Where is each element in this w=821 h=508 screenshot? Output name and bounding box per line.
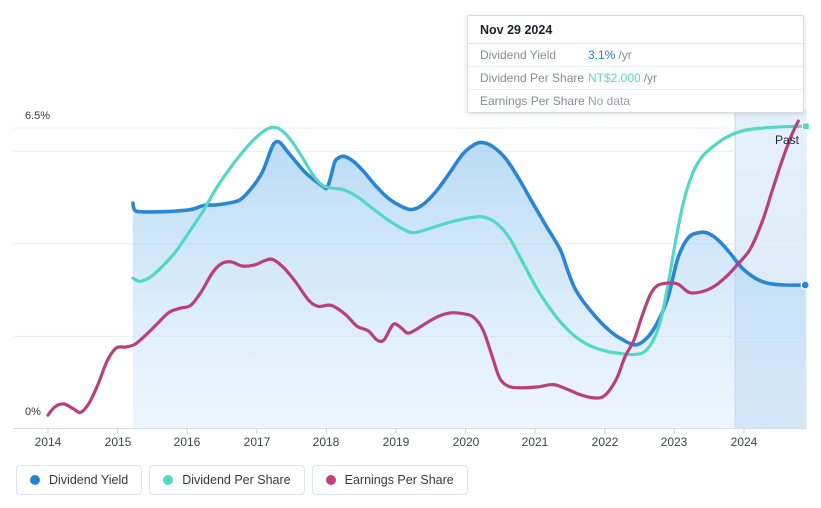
x-tick-label: 2024	[730, 435, 758, 449]
tooltip-date: Nov 29 2024	[468, 16, 803, 44]
tooltip-row-unit: /yr	[618, 48, 632, 62]
legend-item-dividend-per-share[interactable]: Dividend Per Share	[149, 465, 305, 495]
x-tick-label: 2023	[660, 435, 688, 449]
legend-dot	[30, 475, 40, 485]
tooltip-row: Dividend Per Share NT$2.000/yr	[468, 66, 803, 89]
legend-item-earnings-per-share[interactable]: Earnings Per Share	[311, 465, 468, 495]
x-tick-label: 2016	[173, 435, 201, 449]
series-line	[131, 124, 808, 357]
legend-label: Dividend Per Share	[182, 473, 291, 487]
past-band-label: Past	[774, 133, 799, 147]
x-tick-label: 2018	[312, 435, 340, 449]
x-tick-label: 2014	[34, 435, 62, 449]
x-tick-label: 2020	[452, 435, 480, 449]
tooltip-rows: Dividend Yield 3.1%/yr Dividend Per Share N…	[468, 44, 803, 112]
tooltip-row: Dividend Yield 3.1%/yr	[468, 44, 803, 66]
legend-item-dividend-yield[interactable]: Dividend Yield	[16, 465, 143, 495]
legend-label: Earnings Per Share	[344, 473, 454, 487]
legend-dot	[163, 475, 174, 485]
tooltip-row-value: 3.1%	[588, 48, 616, 62]
x-tick-label: 2019	[382, 435, 410, 449]
tooltip-row-value: No data	[588, 94, 631, 108]
chart-legend: Dividend Yield Dividend Per Share Earnings…	[16, 465, 468, 495]
chart-tooltip: Nov 29 2024 Dividend Yield 3.1%/yr Dividen…	[467, 15, 804, 113]
series-line	[131, 139, 807, 347]
tooltip-row-unit: /yr	[643, 71, 658, 85]
tooltip-row-label: Dividend Yield	[480, 48, 557, 62]
series-line	[46, 119, 800, 417]
x-tick-label: 2022	[591, 435, 619, 449]
yield-area-fill	[132, 141, 806, 430]
y-axis-min-label: 0%	[25, 406, 41, 418]
legend-dot	[325, 475, 336, 485]
chart-canvas[interactable]	[0, 0, 821, 460]
y-axis-max-label: 6.5%	[25, 110, 51, 122]
x-tick-label: 2021	[521, 435, 549, 449]
series-end-marker	[800, 280, 810, 290]
legend-label: Dividend Yield	[49, 473, 129, 487]
tooltip-row-label: Earnings Per Share	[480, 94, 585, 108]
tooltip-row: Earnings Per Share No data	[468, 89, 803, 112]
tooltip-row-value: NT$2.000	[588, 71, 641, 85]
x-tick-label: 2015	[104, 435, 132, 449]
series-end-marker	[801, 122, 811, 131]
x-tick-label: 2017	[243, 435, 271, 449]
tooltip-row-label: Dividend Per Share	[480, 71, 585, 85]
